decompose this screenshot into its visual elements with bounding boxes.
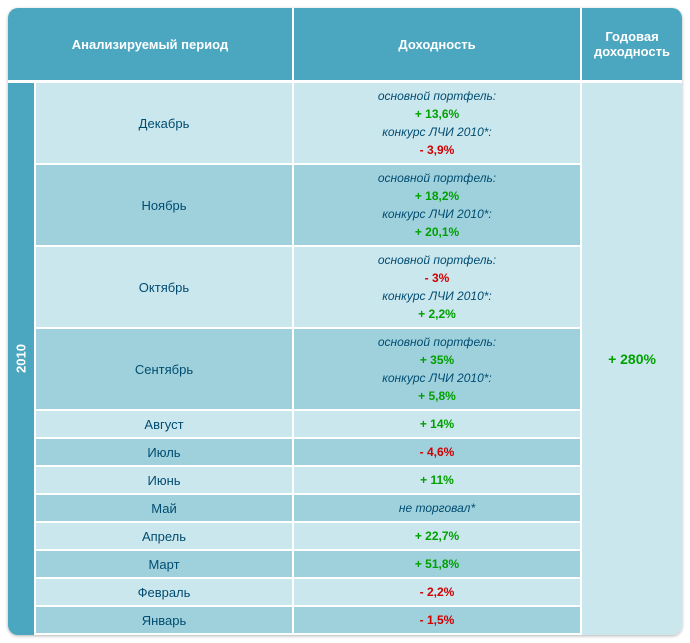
return-line: конкурс ЛЧИ 2010*: [382,287,492,305]
header-period: Анализируемый период [8,8,294,80]
month-cell: Декабрь [36,83,294,165]
return-cell: + 22,7% [294,523,582,551]
return-line: конкурс ЛЧИ 2010*: [382,123,492,141]
month-cell: Январь [36,607,294,635]
year-label: 2010 [8,83,36,635]
table-row: Апрель + 22,7% [36,523,582,551]
return-line: конкурс ЛЧИ 2010*: [382,369,492,387]
table-header: Анализируемый период Доходность Годовая … [8,8,682,80]
table-row: Январь - 1,5% [36,607,582,635]
header-annual: Годовая доходность [582,8,682,80]
return-line: основной портфель: [378,251,496,269]
return-line: конкурс ЛЧИ 2010*: [382,205,492,223]
table-body: 2010 Декабрьосновной портфель:+ 13,6%кон… [8,80,682,635]
return-line: - 3% [425,269,450,287]
returns-table: Анализируемый период Доходность Годовая … [8,8,682,635]
return-line: - 3,9% [420,141,455,159]
month-cell: Апрель [36,523,294,551]
return-line: + 11% [420,471,454,489]
rows-container: Декабрьосновной портфель:+ 13,6%конкурс … [36,83,682,635]
table-row: Июль - 4,6% [36,439,582,467]
table-row: Сентябрьосновной портфель:+ 35%конкурс Л… [36,329,582,411]
return-line: + 5,8% [418,387,456,405]
return-line: - 1,5% [420,611,455,629]
month-cell: Май [36,495,294,523]
header-return: Доходность [294,8,582,80]
month-cell: Ноябрь [36,165,294,247]
return-cell: основной портфель:+ 35%конкурс ЛЧИ 2010*… [294,329,582,411]
return-line: + 14% [420,415,454,433]
month-cell: Октябрь [36,247,294,329]
return-line: основной портфель: [378,333,496,351]
return-cell: не торговал* [294,495,582,523]
table-row: Июнь + 11% [36,467,582,495]
return-line: + 20,1% [415,223,459,241]
table-row: Ноябрьосновной портфель:+ 18,2%конкурс Л… [36,165,582,247]
annual-return-cell: + 280% [582,83,682,635]
return-cell: + 11% [294,467,582,495]
month-cell: Июнь [36,467,294,495]
return-line: + 18,2% [415,187,459,205]
return-cell: основной портфель:+ 18,2%конкурс ЛЧИ 201… [294,165,582,247]
table-row: Февраль - 2,2% [36,579,582,607]
return-cell: - 4,6% [294,439,582,467]
table-row: Октябрьосновной портфель:- 3%конкурс ЛЧИ… [36,247,582,329]
month-cell: Июль [36,439,294,467]
table-row: Декабрьосновной портфель:+ 13,6%конкурс … [36,83,582,165]
table-row: Май не торговал* [36,495,582,523]
return-line: + 13,6% [415,105,459,123]
return-cell: + 51,8% [294,551,582,579]
month-cell: Февраль [36,579,294,607]
month-cell: Март [36,551,294,579]
return-cell: + 14% [294,411,582,439]
return-cell: - 1,5% [294,607,582,635]
return-line: + 35% [420,351,454,369]
table-row: Март + 51,8% [36,551,582,579]
return-line: + 2,2% [418,305,456,323]
month-cell: Сентябрь [36,329,294,411]
return-cell: основной портфель:- 3%конкурс ЛЧИ 2010*:… [294,247,582,329]
return-line: не торговал* [399,499,475,517]
return-line: - 4,6% [420,443,455,461]
return-cell: - 2,2% [294,579,582,607]
return-line: + 51,8% [415,555,459,573]
return-line: - 2,2% [420,583,455,601]
month-cell: Август [36,411,294,439]
return-line: основной портфель: [378,87,496,105]
return-cell: основной портфель:+ 13,6%конкурс ЛЧИ 201… [294,83,582,165]
month-rows: Декабрьосновной портфель:+ 13,6%конкурс … [36,83,582,635]
table-row: Август + 14% [36,411,582,439]
return-line: основной портфель: [378,169,496,187]
return-line: + 22,7% [415,527,459,545]
